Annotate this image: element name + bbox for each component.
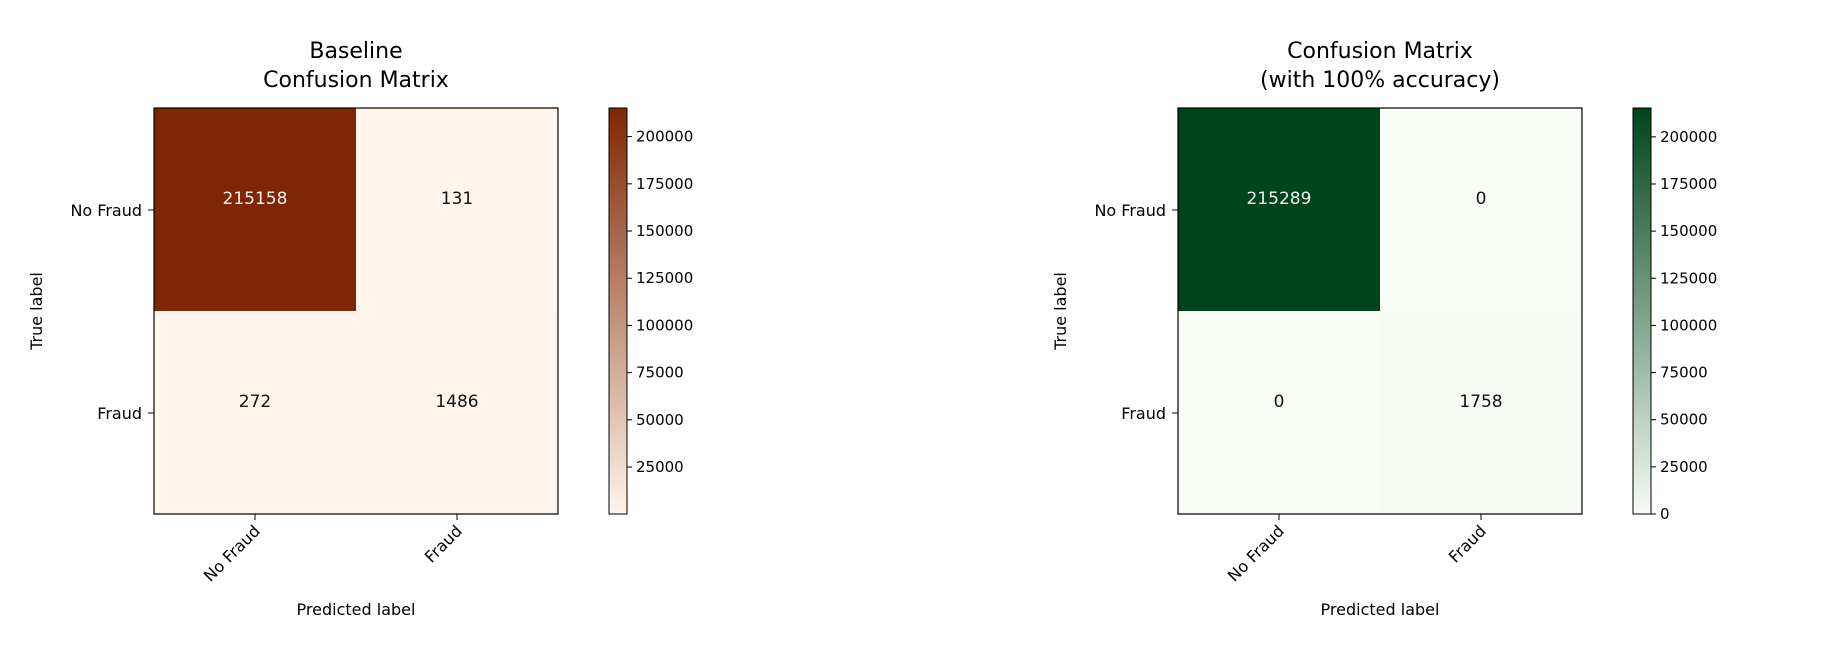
x-axis-label: Predicted label [297, 600, 416, 619]
heatmap-cell [154, 311, 356, 514]
colorbar-tick-label: 125000 [1660, 269, 1717, 287]
chart-panel-2: Confusion Matrix (with 100% accuracy) 2152… [1051, 39, 1717, 619]
cell-value-label: 1486 [435, 392, 478, 412]
x-tick-label: No Fraud [1224, 521, 1288, 585]
x-tick-label: Fraud [1445, 521, 1490, 566]
y-axis-label: True label [1051, 272, 1070, 351]
colorbar-tick-label: 100000 [636, 316, 693, 334]
colorbar [608, 107, 628, 515]
chart-title-line: Baseline [309, 39, 402, 64]
colorbar-tick-label: 50000 [636, 411, 684, 429]
heatmap-cell [1380, 311, 1582, 514]
chart-title-line: (with 100% accuracy) [1260, 68, 1500, 93]
cell-value-label: 215289 [1247, 189, 1312, 209]
colorbar-tick-label: 150000 [1660, 222, 1717, 240]
cell-value-label: 272 [239, 392, 271, 412]
chart-title-line: Confusion Matrix [1287, 39, 1473, 64]
colorbar-tick-label: 75000 [636, 364, 684, 382]
cell-value-label: 0 [1274, 392, 1285, 412]
chart-title: Confusion Matrix (with 100% accuracy) [1260, 39, 1500, 93]
colorbar-tick-label: 25000 [1660, 458, 1708, 476]
y-tick-label: No Fraud [1094, 201, 1166, 220]
x-tick-label: Fraud [421, 521, 466, 566]
colorbar-tick-label: 125000 [636, 269, 693, 287]
heatmap-cell [356, 108, 558, 311]
cell-value-label: 0 [1476, 189, 1487, 209]
colorbar-tick-label: 175000 [636, 175, 693, 193]
y-tick-label: No Fraud [70, 201, 142, 220]
y-tick-label: Fraud [1121, 404, 1166, 423]
x-tick-label: No Fraud [200, 521, 264, 585]
colorbar-tick-label: 200000 [1660, 128, 1717, 146]
heatmap-cell [1178, 311, 1380, 514]
cell-value-label: 1758 [1459, 392, 1502, 412]
colorbar-tick-label: 200000 [636, 128, 693, 146]
x-axis-label: Predicted label [1321, 600, 1440, 619]
colorbar-tick-label: 0 [1660, 505, 1670, 523]
heatmap-cell [1178, 108, 1380, 311]
cell-value-label: 131 [441, 189, 473, 209]
colorbar-tick-label: 100000 [1660, 316, 1717, 334]
heatmap-cell [1380, 108, 1582, 311]
colorbar-tick-label: 75000 [1660, 364, 1708, 382]
heatmap-frame [153, 107, 559, 515]
chart-panel-1: Baseline Confusion Matrix 215158 131 272 1486… [27, 39, 693, 619]
y-tick-label: Fraud [97, 404, 142, 423]
chart-title: Baseline Confusion Matrix [263, 39, 449, 93]
y-axis-label: True label [27, 272, 46, 351]
colorbar [1632, 107, 1652, 515]
heatmap-cell [356, 311, 558, 514]
cell-value-label: 215158 [223, 189, 288, 209]
colorbar-tick-label: 50000 [1660, 411, 1708, 429]
colorbar-tick-label: 25000 [636, 458, 684, 476]
colorbar-tick-label: 150000 [636, 222, 693, 240]
heatmap-cell [154, 108, 356, 311]
colorbar-tick-label: 175000 [1660, 175, 1717, 193]
chart-title-line: Confusion Matrix [263, 68, 449, 93]
heatmap-frame [1177, 107, 1583, 515]
